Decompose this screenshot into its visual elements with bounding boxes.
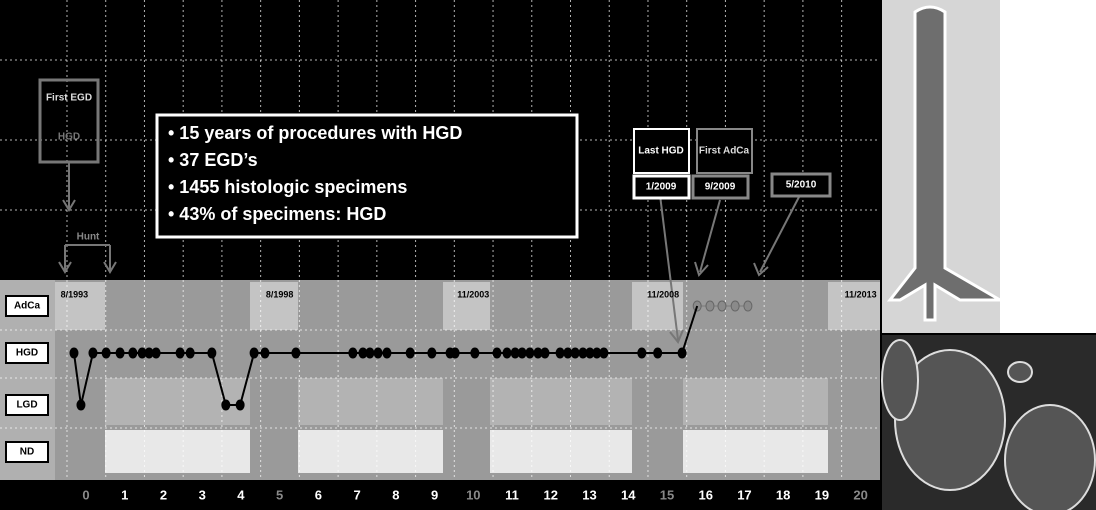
data-point [526,348,534,358]
x-tick-label: 10 [466,487,480,502]
data-point [744,301,752,311]
x-tick-label: 12 [544,487,558,502]
x-tick-label: 1 [121,487,128,502]
data-point [222,400,230,410]
data-point [250,348,258,358]
bullet: • 43% of specimens: HGD [168,204,386,224]
x-tick-label: 18 [776,487,790,502]
hunt: Hunt [77,232,100,243]
data-point [292,348,300,358]
data-point [718,301,726,311]
data-point [654,348,662,358]
data-point [503,348,511,358]
last-hgd: Last HGD [638,146,684,157]
x-tick-label: 20 [853,487,867,502]
x-tick-label: 4 [237,487,245,502]
first-egd: First EGD [46,93,92,104]
data-point [236,400,244,410]
x-tick-label: 14 [621,487,636,502]
blank-panel [1000,0,1096,333]
data-point [366,348,374,358]
data-point [374,348,382,358]
x-tick-label: 3 [199,487,206,502]
data-point [564,348,572,358]
first-adca-date: 9/2009 [705,182,736,193]
top-date-label: 11/2013 [845,289,877,299]
data-point [556,348,564,358]
y-tick-label: ND [20,447,34,458]
bullet: • 1455 histologic specimens [168,177,407,197]
x-tick-label: 19 [815,487,829,502]
top-date-label: 8/1993 [61,289,89,299]
data-point [406,348,414,358]
x-tick-label: 6 [315,487,322,502]
chart: First EGD HGD Hunt • 15 years of procedu… [0,0,1096,510]
later-date: 5/2010 [786,180,817,191]
data-point [518,348,526,358]
x-tick-label: 5 [276,487,283,502]
top-date-label: 8/1998 [266,289,294,299]
data-point [571,348,579,358]
data-point [70,348,78,358]
data-point [152,348,160,358]
data-point [731,301,739,311]
data-point [493,348,501,358]
x-tick-label: 0 [82,487,89,502]
data-point [638,348,646,358]
data-point [208,348,216,358]
data-point [706,301,714,311]
data-point [261,348,269,358]
x-tick-label: 7 [353,487,360,502]
data-point [176,348,184,358]
y-tick-label: AdCa [14,301,41,312]
data-point [349,348,357,358]
x-tick-label: 13 [582,487,596,502]
x-tick-label: 11 [505,487,519,502]
data-point [383,348,391,358]
data-point [116,348,124,358]
data-point [600,348,608,358]
y-tick-label: LGD [16,400,37,411]
y-tick-label: HGD [16,348,38,359]
x-tick-label: 8 [392,487,399,502]
data-point [541,348,549,358]
x-tick-label: 15 [660,487,674,502]
data-point [77,400,85,410]
data-point [451,348,459,358]
first-egd-grade: HGD [58,132,80,143]
x-tick-label: 2 [160,487,167,502]
data-point [186,348,194,358]
first-adca: First AdCa [699,146,750,157]
x-tick-label: 17 [737,487,751,502]
data-point [471,348,479,358]
last-hgd-date: 1/2009 [646,182,677,193]
data-point [428,348,436,358]
x-tick-label: 16 [698,487,712,502]
data-point [102,348,110,358]
bullet: • 15 years of procedures with HGD [168,123,462,143]
data-point [89,348,97,358]
top-date-label: 11/2003 [457,289,489,299]
bullet: • 37 EGD’s [168,150,258,170]
top-date-label: 11/2008 [647,289,679,299]
x-tick-label: 9 [431,487,438,502]
data-point [129,348,137,358]
